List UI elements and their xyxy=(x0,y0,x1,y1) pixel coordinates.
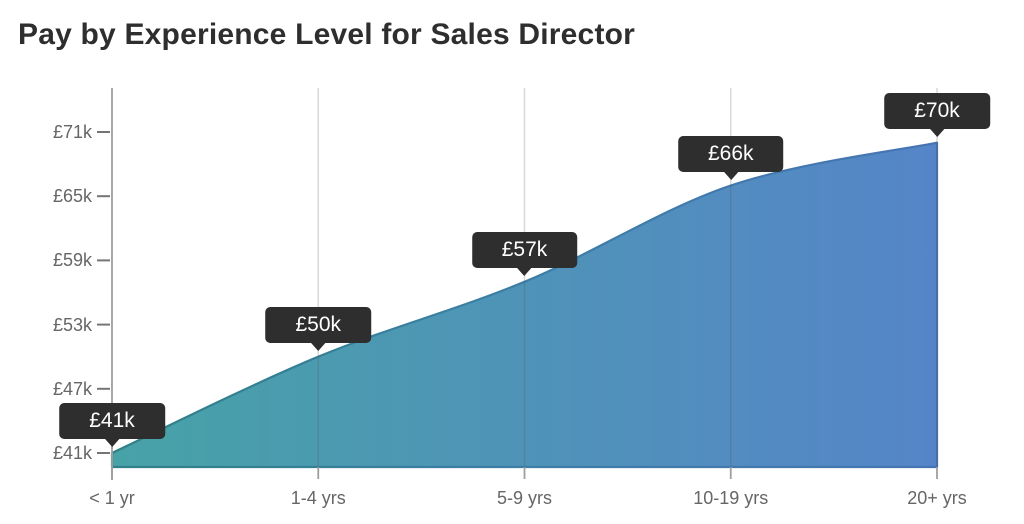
chart-title: Pay by Experience Level for Sales Direct… xyxy=(18,18,636,51)
gridlines xyxy=(317,88,938,467)
pay-area[interactable] xyxy=(110,141,939,469)
ticks xyxy=(97,131,938,479)
